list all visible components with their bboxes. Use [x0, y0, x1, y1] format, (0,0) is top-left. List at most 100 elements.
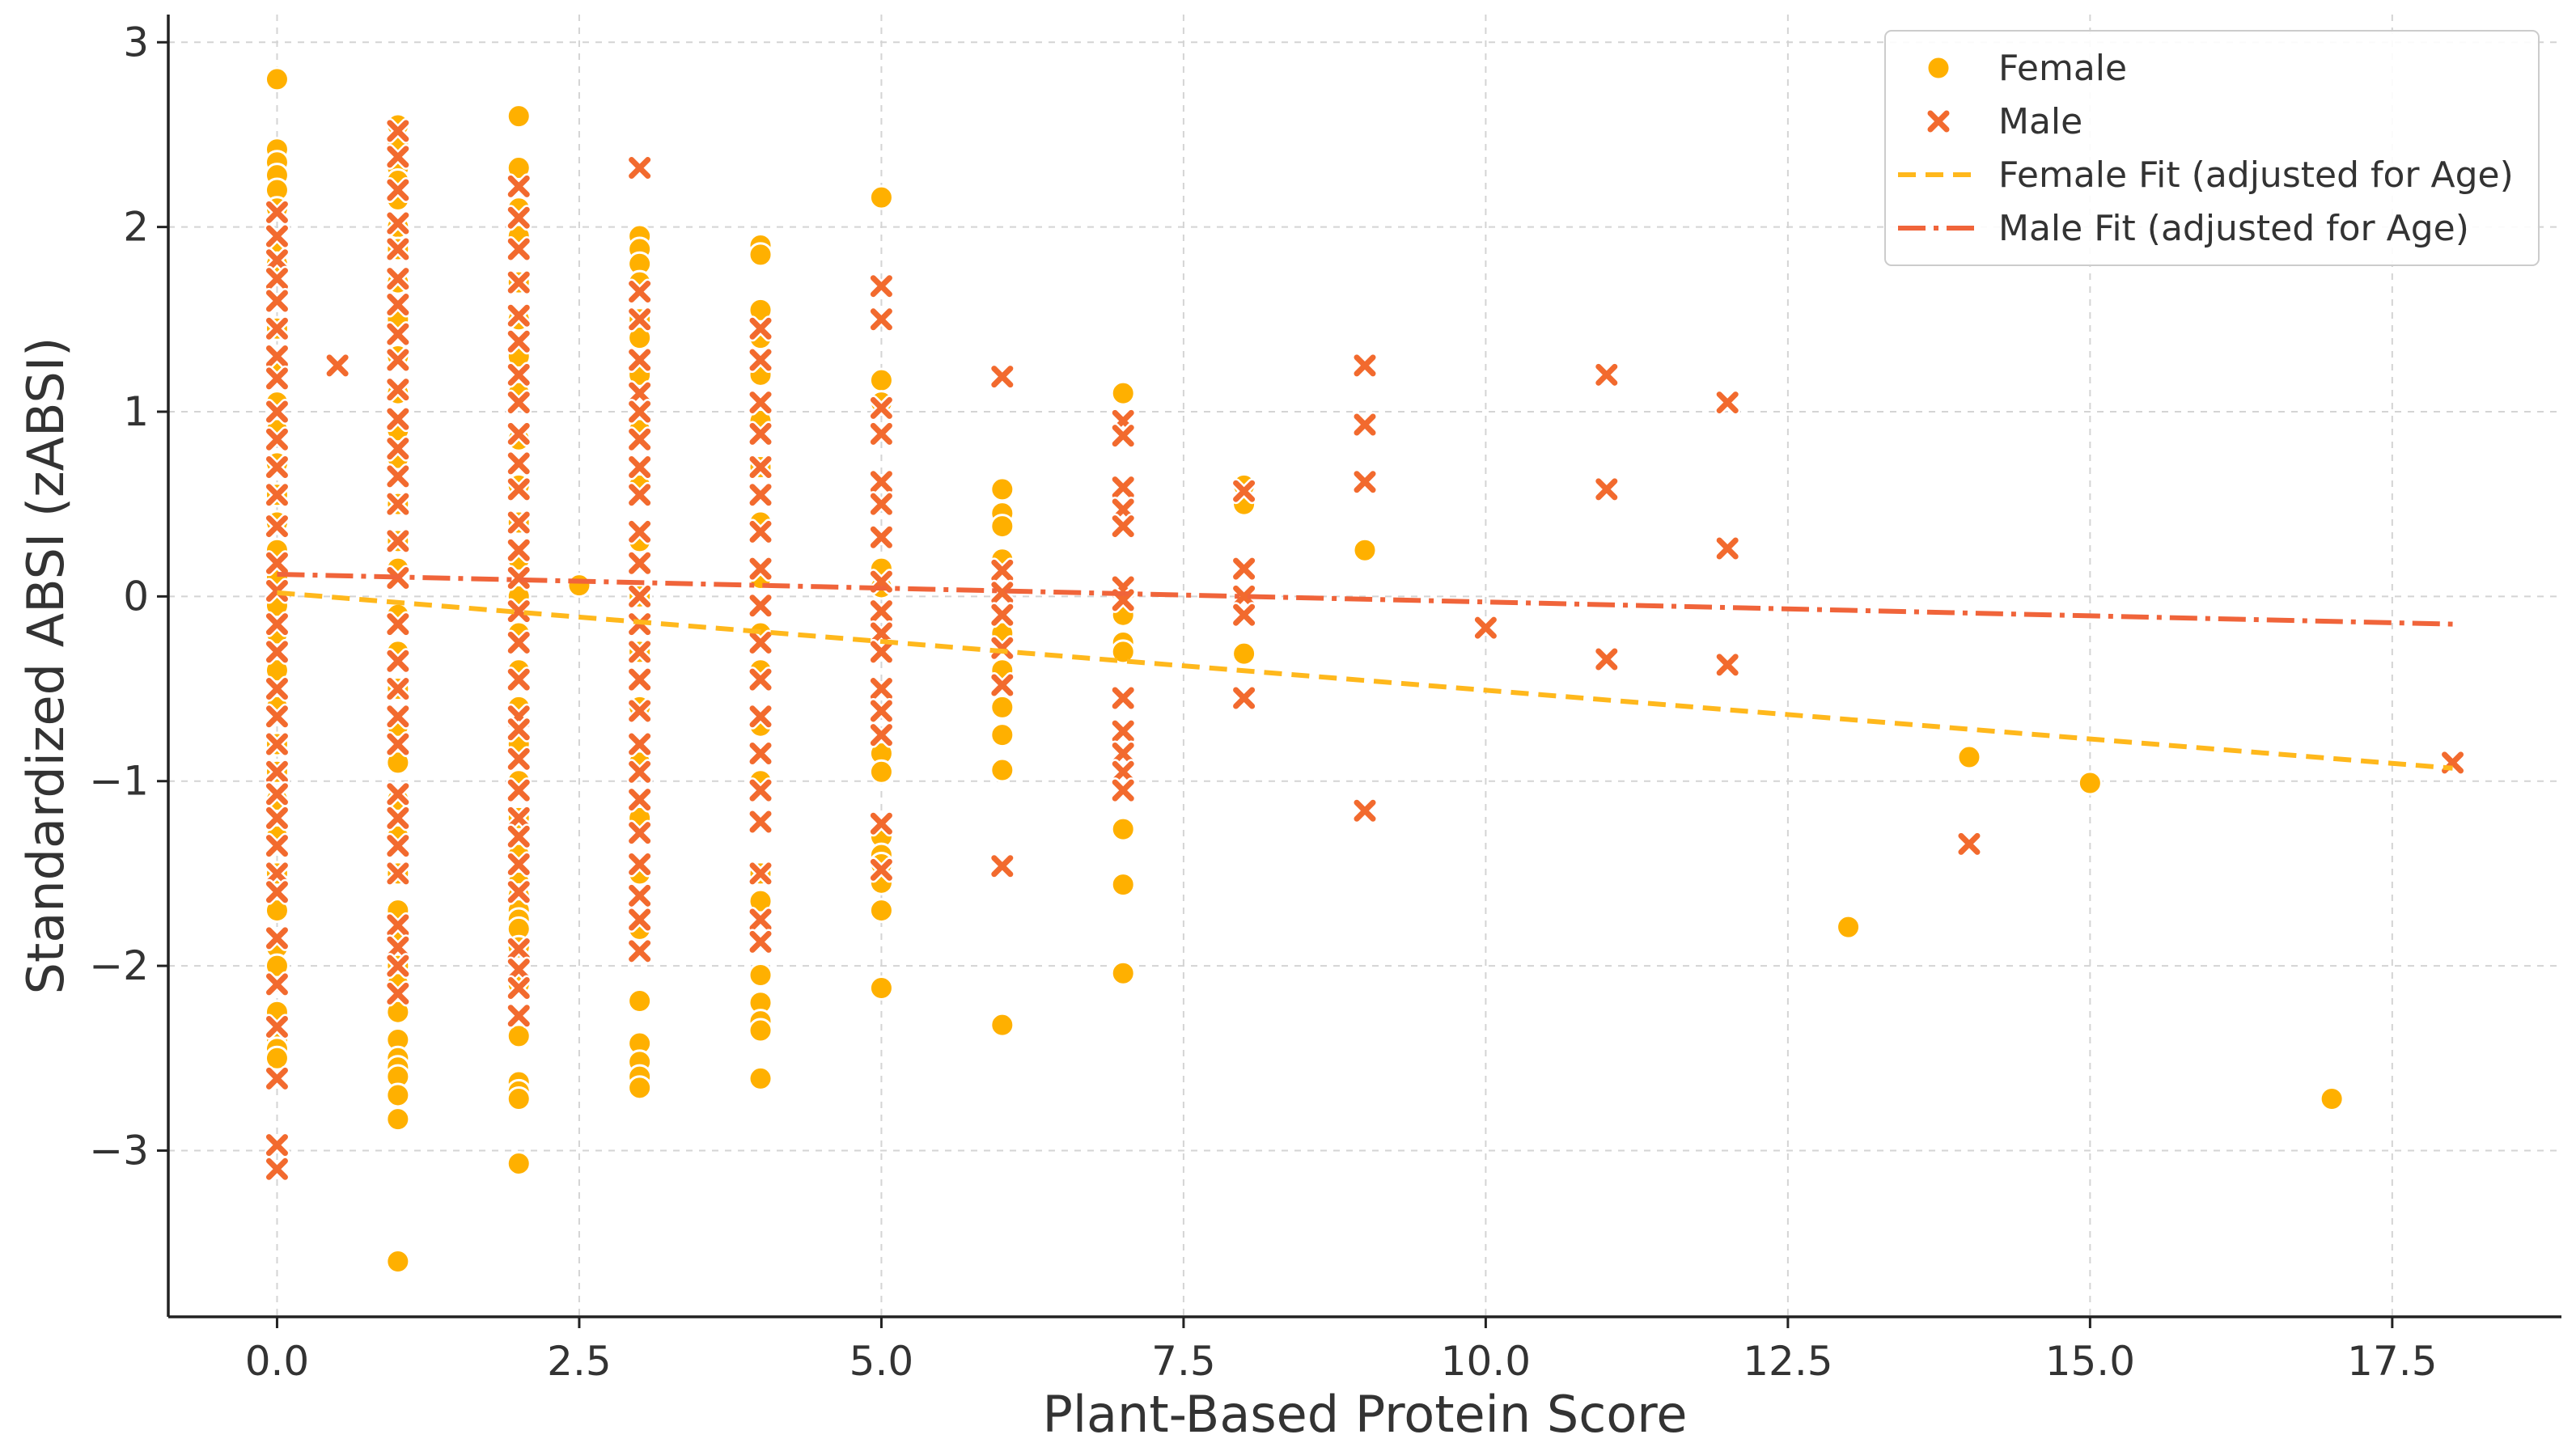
male-point	[265, 456, 288, 479]
female-point	[2319, 1086, 2345, 1112]
female-point	[385, 1107, 411, 1132]
male-fit-line	[277, 571, 2453, 627]
male-point	[629, 520, 651, 543]
female-point	[264, 1045, 290, 1071]
female-point	[868, 975, 894, 1001]
female-point	[627, 325, 653, 351]
y-tick-label: 0	[123, 573, 149, 620]
male-point	[387, 238, 409, 260]
male-point	[1112, 742, 1134, 764]
male-point	[265, 515, 288, 538]
male-point	[507, 853, 530, 875]
male-point	[870, 812, 892, 835]
y-tick-label: 3	[123, 19, 149, 66]
male-point	[991, 637, 1014, 659]
female-point	[264, 898, 290, 924]
male-point	[507, 806, 530, 829]
female-point	[748, 1018, 773, 1043]
male-point	[1233, 585, 1256, 607]
male-point	[265, 201, 288, 223]
male-point	[749, 742, 772, 764]
male-point	[1354, 413, 1376, 436]
male-point	[387, 294, 409, 316]
x-tick-label: 17.5	[2347, 1338, 2437, 1385]
male-point	[507, 1005, 530, 1027]
male-point	[991, 582, 1014, 604]
male-point	[507, 363, 530, 386]
male-point	[629, 733, 651, 755]
female-point	[1231, 641, 1257, 666]
female-point	[989, 1012, 1015, 1038]
male-point	[749, 557, 772, 580]
male-point	[1112, 760, 1134, 783]
female-point	[264, 66, 290, 92]
male-point	[870, 600, 892, 623]
male-point	[387, 650, 409, 672]
legend-entry-female-marker	[1926, 55, 1951, 81]
male-point	[507, 539, 530, 561]
male-point	[265, 783, 288, 806]
male-point	[265, 862, 288, 885]
male-point	[265, 678, 288, 700]
male-point	[507, 600, 530, 623]
male-point	[629, 668, 651, 691]
male-point	[870, 678, 892, 700]
male-point	[507, 881, 530, 903]
male-point	[507, 825, 530, 848]
male-point	[265, 367, 288, 390]
male-point	[387, 323, 409, 345]
legend-box	[1884, 30, 2540, 266]
male-point	[749, 930, 772, 953]
female-point	[1956, 744, 1982, 770]
male-point	[629, 853, 651, 875]
male-point	[265, 317, 288, 340]
male-point	[507, 511, 530, 534]
legend-entry-female-fit-label: Female Fit (adjusted for Age)	[1998, 154, 2514, 196]
male-point	[265, 552, 288, 574]
male-point	[629, 484, 651, 506]
male-point	[870, 724, 892, 747]
male-point	[991, 855, 1014, 878]
male-point	[387, 349, 409, 371]
male-point	[265, 1134, 288, 1157]
x-axis-title: Plant-Based Protein Score	[1042, 1385, 1687, 1443]
male-point	[1595, 363, 1618, 386]
female-point	[868, 759, 894, 785]
male-point	[991, 559, 1014, 582]
male-point	[265, 268, 288, 290]
male-point	[629, 308, 651, 331]
female-point	[1836, 914, 1862, 940]
male-point	[265, 881, 288, 903]
male-point	[387, 806, 409, 829]
male-point	[265, 835, 288, 857]
male-point	[870, 396, 892, 419]
x-tick-label: 12.5	[1743, 1338, 1832, 1385]
female-point	[264, 658, 290, 683]
male-point	[749, 422, 772, 445]
male-point	[629, 428, 651, 451]
male-point	[629, 641, 651, 663]
male-point	[507, 631, 530, 654]
y-tick-label: 1	[123, 388, 149, 435]
female-point	[748, 1065, 773, 1091]
legend-entry-male-label: Male	[1998, 101, 2082, 142]
female-point	[2077, 770, 2103, 796]
male-point	[387, 179, 409, 201]
legend-entry-female-label: Female	[1998, 48, 2127, 89]
male-point	[629, 382, 651, 404]
male-point	[1595, 648, 1618, 671]
female-point	[748, 888, 773, 914]
male-point	[387, 465, 409, 488]
male-point	[507, 718, 530, 741]
male-point	[870, 493, 892, 515]
male-point	[507, 422, 530, 445]
male-point	[629, 281, 651, 303]
male-point	[629, 884, 651, 907]
male-point	[629, 940, 651, 963]
male-point	[1595, 478, 1618, 501]
male-point	[265, 733, 288, 755]
female-point	[1110, 816, 1136, 842]
male-point	[629, 400, 651, 423]
male-point	[749, 908, 772, 931]
